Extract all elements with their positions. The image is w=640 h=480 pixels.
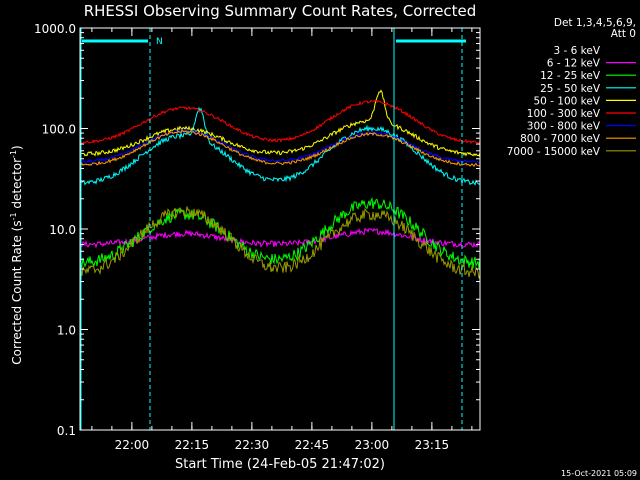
y-axis-label: Corrected Count Rate (s-1 detector-1) <box>9 145 24 364</box>
legend-header-0: Det 1,3,4,5,6,9, <box>554 17 636 29</box>
night-label: N <box>156 37 163 47</box>
legend-label-2: 12 - 25 keV <box>540 70 601 82</box>
y-tick-label-3: 100.0 <box>42 123 76 137</box>
x-tick-label-4: 23:00 <box>355 438 390 452</box>
y-tick-label-1: 1.0 <box>57 324 76 338</box>
y-axis-label-main: Corrected Count Rate (s <box>10 220 24 364</box>
x-tick-label-0: 22:00 <box>115 438 150 452</box>
legend-label-4: 50 - 100 keV <box>533 95 600 107</box>
y-tick-label-2: 10.0 <box>49 223 76 237</box>
svg-text:Corrected Count Rate (s-1 dete: Corrected Count Rate (s-1 detector-1) <box>9 145 24 364</box>
y-axis-label-sup1: -1 <box>9 212 18 220</box>
legend-header-1: Att 0 <box>611 28 636 40</box>
legend-label-3: 25 - 50 keV <box>540 83 601 95</box>
y-tick-label-4: 1000.0 <box>34 22 76 36</box>
series-line-0 <box>80 261 480 330</box>
series-line-8 <box>80 206 480 279</box>
footer-timestamp: 15-Oct-2021 05:09 <box>561 469 637 478</box>
legend-label-0: 3 - 6 keV <box>553 45 600 57</box>
series-line-3 <box>80 106 480 186</box>
chart-title: RHESSI Observing Summary Count Rates, Co… <box>84 2 477 20</box>
legend-label-8: 7000 - 15000 keV <box>507 146 601 158</box>
series-line-6 <box>80 129 480 164</box>
legend-label-1: 6 - 12 keV <box>547 58 601 70</box>
y-axis-label-mid: detector <box>10 158 24 213</box>
y-tick-label-0: 0.1 <box>57 424 76 438</box>
y-axis-label-sup2: -1 <box>9 150 18 158</box>
x-tick-label-2: 22:30 <box>235 438 270 452</box>
legend-label-7: 800 - 7000 keV <box>520 133 601 145</box>
legend-label-6: 300 - 800 keV <box>527 121 601 133</box>
legend-label-5: 100 - 300 keV <box>527 108 601 120</box>
y-axis-label-end: ) <box>10 145 24 150</box>
series-line-4 <box>80 89 480 157</box>
series-group <box>80 89 480 330</box>
x-tick-label-3: 22:45 <box>295 438 330 452</box>
x-tick-label-1: 22:15 <box>175 438 210 452</box>
x-tick-label-5: 23:15 <box>415 438 450 452</box>
axes: 0.1 1.0 10.0 100.0 1000.0 22:00 22:15 22:30 22:4… <box>34 22 481 452</box>
series-line-7 <box>80 129 480 168</box>
series-line-5 <box>80 99 480 145</box>
x-axis-label: Start Time (24-Feb-05 21:47:02) <box>175 457 385 472</box>
